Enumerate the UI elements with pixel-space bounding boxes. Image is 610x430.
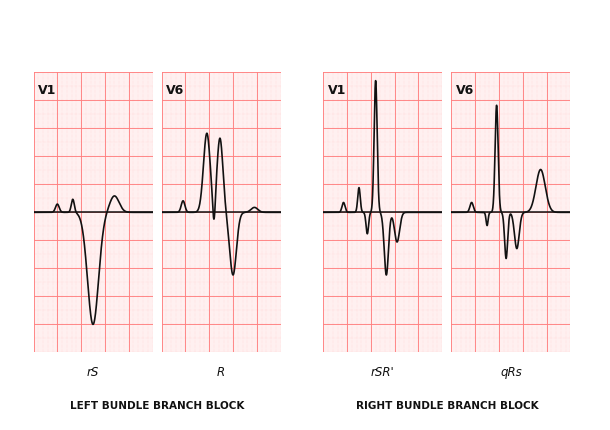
Text: V6: V6	[456, 84, 475, 97]
Text: V6: V6	[167, 84, 185, 97]
Text: V1: V1	[38, 84, 57, 97]
Text: qRs: qRs	[500, 366, 522, 378]
Text: rS: rS	[87, 366, 99, 378]
Text: R: R	[217, 366, 225, 378]
Text: rSR': rSR'	[371, 366, 395, 378]
Text: LEFT BUNDLE BRANCH BLOCK: LEFT BUNDLE BRANCH BLOCK	[70, 400, 244, 410]
Text: V1: V1	[328, 84, 346, 97]
Text: RIGHT BUNDLE BRANCH BLOCK: RIGHT BUNDLE BRANCH BLOCK	[356, 400, 538, 410]
